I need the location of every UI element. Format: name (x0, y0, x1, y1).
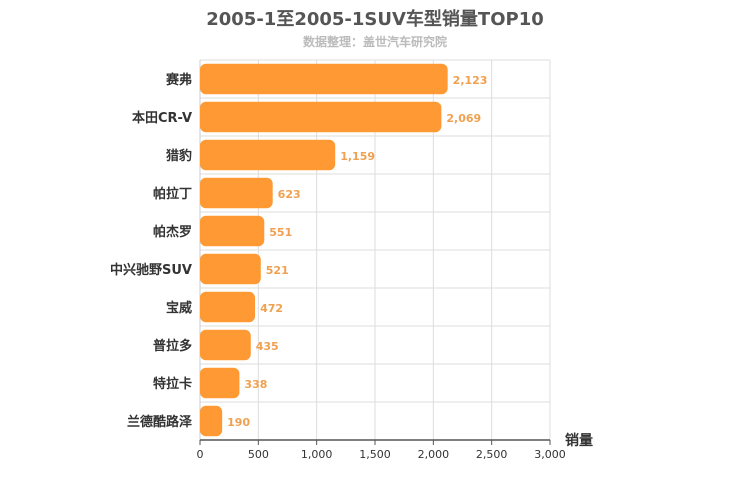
bar (200, 253, 261, 285)
bar (200, 177, 273, 209)
value-label: 1,159 (340, 150, 375, 163)
category-label: 中兴驰野SUV (110, 262, 192, 278)
value-label: 2,123 (453, 74, 488, 87)
bar (200, 291, 256, 323)
x-axis-title: 销量 (565, 432, 593, 449)
value-label: 338 (244, 378, 267, 391)
value-label: 623 (278, 188, 301, 201)
category-label: 帕拉丁 (153, 186, 192, 202)
category-label: 帕杰罗 (153, 224, 192, 240)
value-label: 551 (269, 226, 292, 239)
x-tick-label: 1,000 (301, 448, 333, 461)
bar (200, 405, 223, 437)
x-tick-label: 3,000 (534, 448, 566, 461)
bar (200, 329, 251, 361)
bar (200, 367, 240, 399)
value-label: 190 (227, 416, 250, 429)
x-tick-label: 2,000 (418, 448, 450, 461)
x-tick-label: 500 (248, 448, 269, 461)
bar (200, 139, 336, 171)
x-tick-label: 0 (197, 448, 204, 461)
value-label: 435 (256, 340, 279, 353)
bar (200, 215, 265, 247)
chart-subtitle: 数据整理：盖世汽车研究院 (302, 35, 447, 49)
value-label: 472 (260, 302, 283, 315)
category-label: 宝威 (166, 300, 192, 316)
category-label: 猎豹 (166, 148, 192, 164)
bar (200, 101, 442, 133)
chart-title: 2005-1至2005-1SUV车型销量TOP10 (206, 9, 544, 30)
x-tick-label: 2,500 (476, 448, 508, 461)
category-label: 特拉卡 (153, 376, 192, 392)
category-label: 普拉多 (153, 338, 192, 354)
value-label: 2,069 (446, 112, 481, 125)
x-tick-label: 1,500 (359, 448, 391, 461)
value-label: 521 (266, 264, 289, 277)
category-label: 赛弗 (165, 72, 192, 88)
bar (200, 63, 448, 95)
category-label: 兰德酷路泽 (127, 414, 193, 430)
category-label: 本田CR-V (132, 110, 192, 126)
